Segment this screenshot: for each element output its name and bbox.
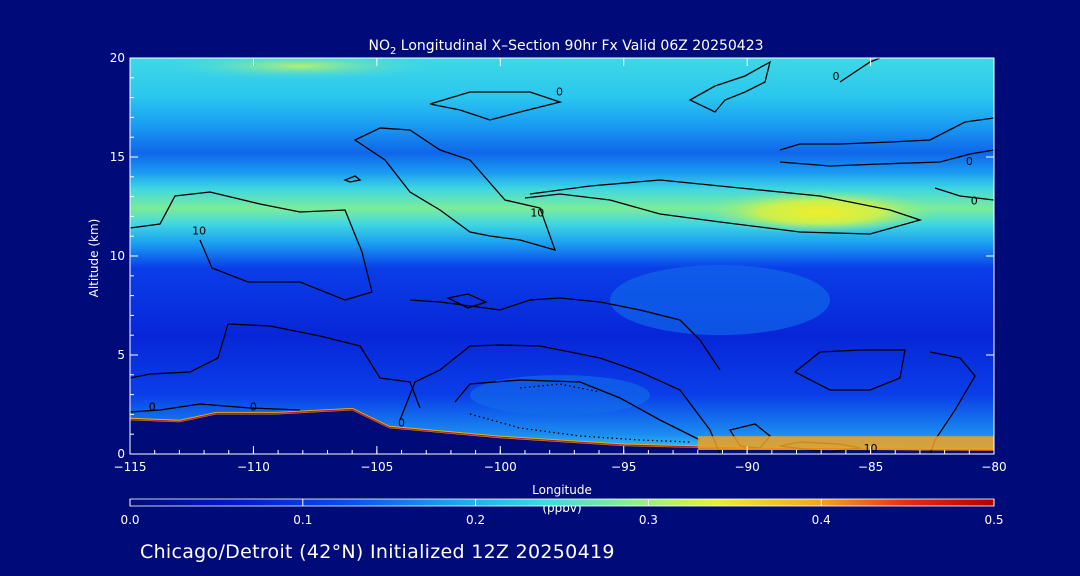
- contour-label: 0: [833, 70, 840, 83]
- x-axis: −115 −110 −105 −100 −95 −90 −85 −80: [114, 58, 1007, 474]
- x-axis-label: Longitude: [532, 483, 592, 497]
- contour-label: 0: [250, 400, 257, 413]
- colorbar-tick-label: 0.5: [984, 513, 1003, 527]
- contour-label: 0: [149, 400, 156, 413]
- terrain: [130, 410, 994, 454]
- x-tick-label: −95: [611, 460, 636, 474]
- colorbar-axis: 0.0 0.1 0.2 0.3 0.4 0.5: [120, 499, 1004, 527]
- y-tick-label: 0: [117, 447, 125, 461]
- contour-label: 10: [530, 206, 544, 219]
- x-tick-label: −85: [858, 460, 883, 474]
- hotspot-top-band: [160, 58, 440, 80]
- chart-title: NO2 Longitudinal X–Section 90hr Fx Valid…: [368, 38, 763, 57]
- colorbar-tick-label: 0.2: [466, 513, 485, 527]
- hotspot-upper-trop: [700, 190, 940, 234]
- contour-labels: 0 0 10 10 0 0 0 0 0 10: [149, 70, 978, 455]
- plot-area: [130, 58, 994, 454]
- title-subscript: 2: [390, 46, 396, 57]
- y-tick-label: 5: [117, 348, 125, 362]
- y-tick-label: 20: [110, 51, 125, 65]
- contour-label: 10: [864, 442, 878, 455]
- x-tick-label: −90: [734, 460, 759, 474]
- colorbar-tick-label: 0.4: [812, 513, 831, 527]
- contour-label: 0: [971, 195, 978, 208]
- y-tick-label: 10: [110, 249, 125, 263]
- y-axis: 0 5 10 15 20: [110, 51, 994, 461]
- contour-label: 0: [556, 86, 563, 99]
- contour-label: 0: [398, 416, 405, 429]
- title-rest: Longitudinal X–Section 90hr Fx Valid 06Z…: [396, 38, 763, 54]
- x-tick-label: −80: [981, 460, 1006, 474]
- midlevel-patch-2: [470, 375, 650, 415]
- colorbar: [129, 498, 995, 507]
- colorbar-tick-label: 0.1: [293, 513, 312, 527]
- x-tick-label: −105: [360, 460, 393, 474]
- colorbar-tick-label: 0.0: [120, 513, 139, 527]
- title-prefix: NO: [368, 38, 390, 54]
- x-tick-label: −110: [237, 460, 270, 474]
- x-tick-label: −115: [114, 460, 147, 474]
- midlevel-patch: [610, 265, 830, 335]
- surface-hot-band: [697, 436, 994, 451]
- run-info-title: Chicago/Detroit (42°N) Initialized 12Z 2…: [140, 541, 615, 563]
- contour-lines: [130, 58, 994, 454]
- y-axis-label: Altitude (km): [87, 219, 101, 298]
- contour-label: 10: [192, 224, 206, 237]
- colorbar-tick-label: 0.3: [639, 513, 658, 527]
- y-tick-label: 15: [110, 150, 125, 164]
- contour-label: 0: [966, 155, 973, 168]
- x-tick-label: −100: [484, 460, 517, 474]
